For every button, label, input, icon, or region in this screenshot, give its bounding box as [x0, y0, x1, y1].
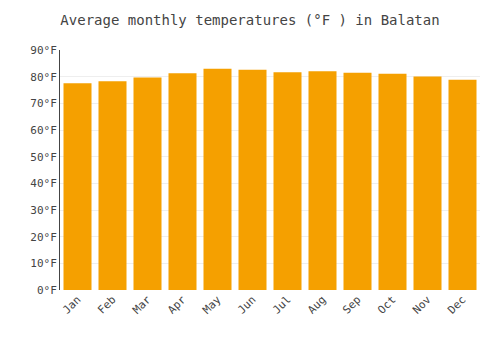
svg-text:80°F: 80°F — [30, 71, 57, 84]
svg-text:Feb: Feb — [95, 293, 118, 316]
svg-text:Apr: Apr — [165, 293, 189, 317]
svg-text:Dec: Dec — [445, 293, 468, 316]
svg-text:70°F: 70°F — [30, 97, 57, 110]
svg-text:Sep: Sep — [340, 293, 363, 316]
svg-text:Oct: Oct — [375, 293, 398, 316]
svg-text:Jun: Jun — [235, 293, 258, 316]
svg-text:0°F: 0°F — [37, 284, 57, 297]
svg-text:Jul: Jul — [270, 293, 293, 316]
svg-text:Mar: Mar — [130, 293, 154, 317]
svg-text:Average monthly temperatures (: Average monthly temperatures (°F ) in Ba… — [60, 12, 439, 28]
svg-text:90°F: 90°F — [30, 44, 57, 57]
svg-text:Aug: Aug — [305, 293, 328, 316]
svg-text:50°F: 50°F — [30, 151, 57, 164]
svg-text:20°F: 20°F — [30, 231, 57, 244]
svg-text:Jan: Jan — [60, 293, 83, 316]
svg-text:60°F: 60°F — [30, 124, 57, 137]
svg-text:30°F: 30°F — [30, 204, 57, 217]
svg-text:May: May — [200, 293, 224, 317]
svg-text:40°F: 40°F — [30, 177, 57, 190]
svg-text:10°F: 10°F — [30, 257, 57, 270]
svg-text:Nov: Nov — [410, 293, 434, 317]
